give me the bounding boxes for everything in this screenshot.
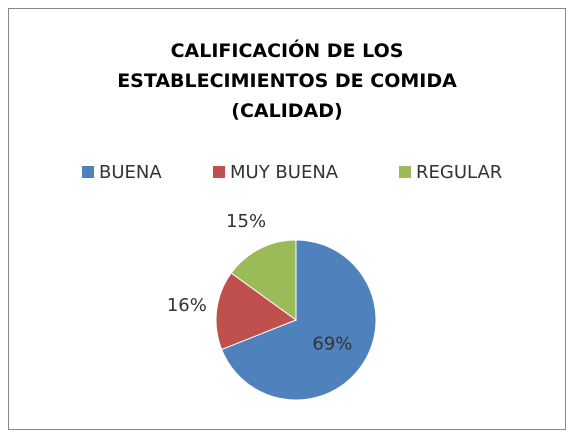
pie-slice <box>220 239 377 401</box>
pie-slice <box>230 239 297 321</box>
legend-swatch <box>213 166 225 178</box>
legend-label: BUENA <box>99 162 162 183</box>
data-label: 15% <box>226 211 266 232</box>
data-label: 16% <box>167 295 207 316</box>
chart-title: CALIFICACIÓN DE LOS ESTABLECIMIENTOS DE … <box>117 40 457 122</box>
pie-slice <box>215 272 298 351</box>
legend-swatch <box>82 166 94 178</box>
data-label: 69% <box>312 334 352 355</box>
legend-label: REGULAR <box>416 162 502 183</box>
legend-label: MUY BUENA <box>230 162 339 183</box>
legend-swatch <box>399 166 411 178</box>
